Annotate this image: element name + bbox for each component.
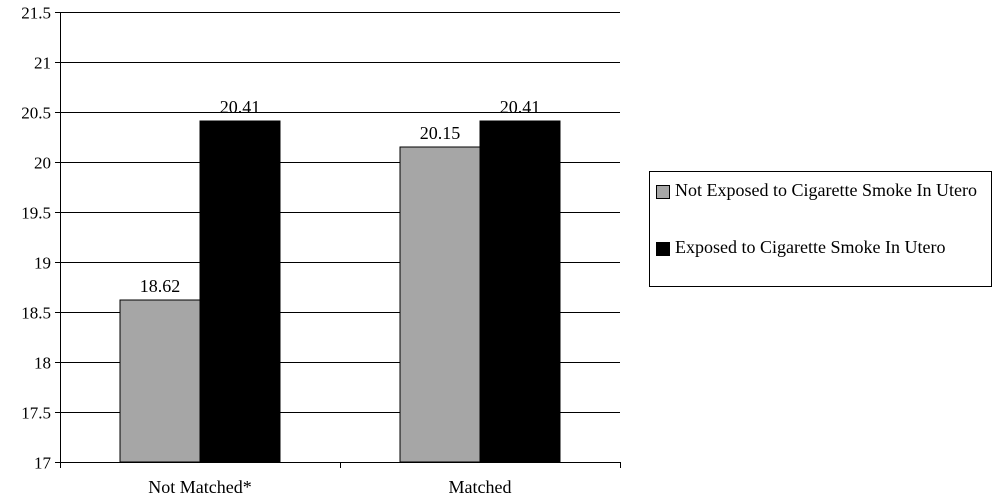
y-tick-label: 19 bbox=[34, 254, 51, 273]
bars: 18.62 20.41 20.15 20.41 bbox=[119, 97, 561, 463]
bar bbox=[199, 120, 281, 463]
y-tick-label: 17 bbox=[34, 454, 52, 473]
legend-item-not-exposed: Not Exposed to Cigarette Smoke In Utero bbox=[656, 177, 986, 203]
bar bbox=[399, 146, 481, 463]
data-label: 20.15 bbox=[420, 123, 461, 143]
y-tick-label: 18 bbox=[34, 354, 51, 373]
legend-swatch-exposed bbox=[656, 242, 670, 256]
x-axis: Not Matched* Matched bbox=[60, 462, 621, 497]
legend: Not Exposed to Cigarette Smoke In Utero … bbox=[649, 171, 992, 287]
x-category-label: Matched bbox=[449, 477, 512, 497]
y-tick-label: 17.5 bbox=[21, 404, 51, 423]
legend-item-exposed: Exposed to Cigarette Smoke In Utero bbox=[656, 234, 986, 260]
bar bbox=[119, 299, 201, 463]
data-label: 20.41 bbox=[220, 97, 261, 117]
y-tick-label: 21 bbox=[34, 54, 51, 73]
legend-label-not-exposed: Not Exposed to Cigarette Smoke In Utero bbox=[675, 180, 977, 200]
legend-swatch-not-exposed bbox=[656, 185, 670, 199]
bar bbox=[479, 120, 561, 463]
y-axis: 17 17.5 18 18.5 19 19.5 20 20.5 21 21.5 bbox=[21, 4, 61, 473]
y-tick-label: 18.5 bbox=[21, 304, 51, 323]
data-label: 18.62 bbox=[140, 276, 181, 296]
y-tick-label: 19.5 bbox=[21, 204, 51, 223]
y-tick-label: 21.5 bbox=[21, 4, 51, 23]
y-tick-label: 20 bbox=[34, 154, 51, 173]
y-tick-label: 20.5 bbox=[21, 104, 51, 123]
data-label: 20.41 bbox=[500, 97, 541, 117]
x-category-label: Not Matched* bbox=[148, 477, 251, 497]
legend-label-exposed: Exposed to Cigarette Smoke In Utero bbox=[675, 237, 946, 257]
